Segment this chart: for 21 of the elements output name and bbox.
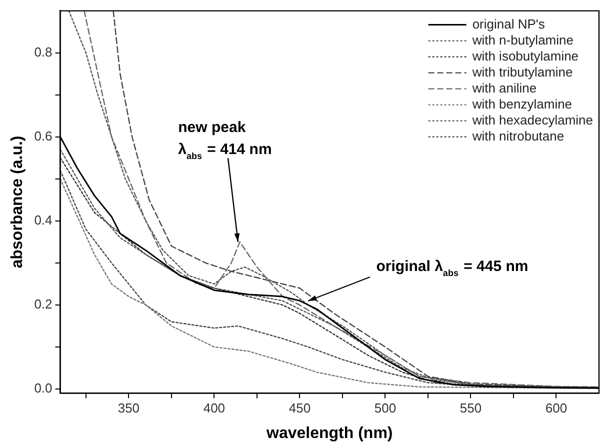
legend-label: original NP's bbox=[472, 16, 546, 32]
x-tick-label: 400 bbox=[203, 400, 226, 416]
x-axis-title: wavelength (nm) bbox=[266, 424, 393, 442]
legend-label: with hexadecylamine bbox=[471, 112, 594, 128]
x-tick-label: 550 bbox=[460, 400, 482, 416]
y-tick-label: 0.6 bbox=[34, 128, 52, 144]
y-tick-label: 0.0 bbox=[34, 380, 52, 396]
x-tick-label: 600 bbox=[545, 400, 568, 416]
x-tick-label: 350 bbox=[118, 400, 140, 416]
legend-label: with tributylamine bbox=[471, 64, 573, 80]
y-axis-title: absorbance (a.u.) bbox=[9, 136, 26, 268]
legend-label: with benzylamine bbox=[471, 96, 572, 112]
y-tick-label: 0.2 bbox=[34, 296, 52, 312]
x-tick-label: 450 bbox=[288, 400, 311, 416]
x-tick-label: 500 bbox=[374, 400, 396, 416]
legend-label: with nitrobutane bbox=[471, 128, 564, 144]
y-tick-label: 0.4 bbox=[34, 212, 52, 228]
legend-label: with isobutylamine bbox=[471, 48, 579, 64]
legend-label: with aniline bbox=[471, 80, 537, 96]
legend-label: with n-butylamine bbox=[471, 32, 574, 48]
y-tick-label: 0.8 bbox=[34, 44, 52, 60]
